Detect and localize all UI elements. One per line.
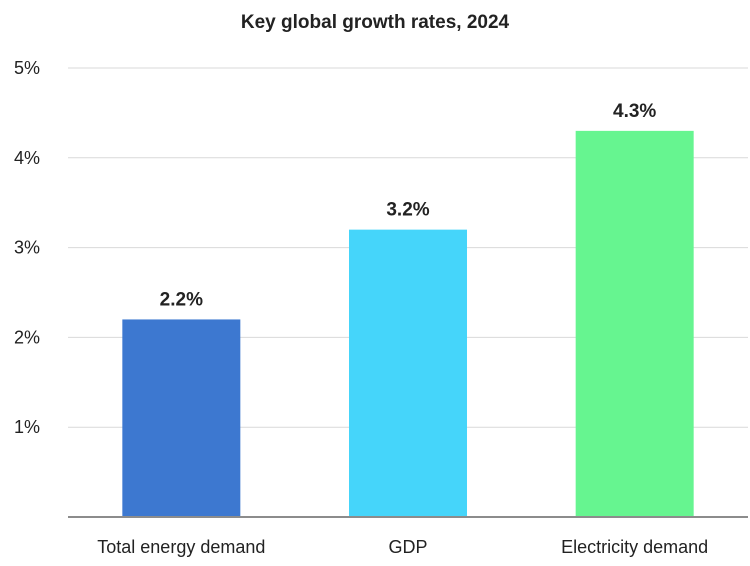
chart-title: Key global growth rates, 2024 [240,12,510,33]
bar [122,319,241,517]
x-tick-label: Total energy demand [97,537,265,557]
bar [575,130,694,518]
value-label: 3.2% [386,200,429,221]
y-tick-label: 2% [14,327,40,347]
y-axis-ticks: 1% 2% 3% 4% 5% [14,58,40,437]
y-tick-label: 3% [14,238,40,258]
value-label: 4.3% [613,101,656,122]
x-tick-label: Electricity demand [561,537,708,557]
bars [122,130,694,518]
y-tick-label: 4% [14,148,40,168]
x-tick-label: GDP [388,537,427,557]
y-tick-label: 5% [14,58,40,78]
value-labels: 2.2% 3.2% 4.3% [160,101,657,311]
x-axis-ticks: Total energy demand GDP Electricity demand [97,537,708,557]
y-tick-label: 1% [14,417,40,437]
bar [349,229,467,517]
value-label: 2.2% [160,289,203,310]
